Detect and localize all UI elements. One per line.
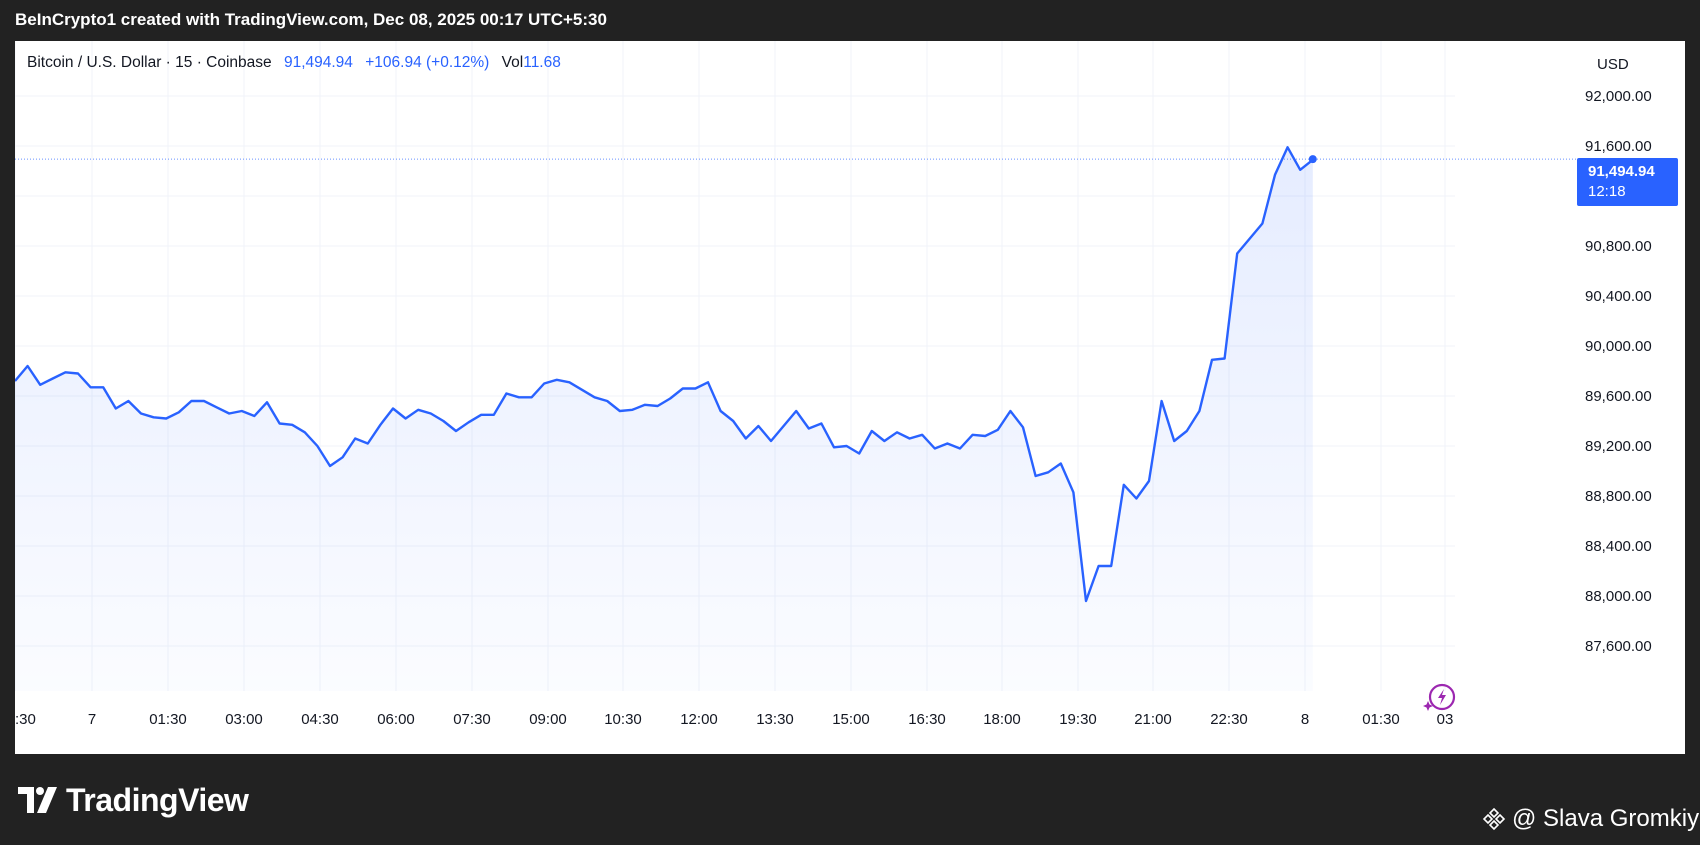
y-tick-label: 91,600.00 [1585, 138, 1652, 155]
y-tick-label: 92,000.00 [1585, 88, 1652, 105]
bar-countdown: 12:18 [1588, 183, 1626, 200]
x-tick-label: 15:00 [832, 711, 870, 728]
x-tick-label: 22:30 [1210, 711, 1248, 728]
y-tick-label: 88,400.00 [1585, 538, 1652, 555]
watermark-text: @ Slava Gromkiy [1512, 805, 1700, 832]
tradingview-logo-icon [18, 787, 57, 813]
x-tick-label: 01:30 [1362, 711, 1400, 728]
x-tick-label: 07:30 [453, 711, 491, 728]
x-tick-label: 03:00 [225, 711, 263, 728]
x-tick-label: 04:30 [301, 711, 339, 728]
x-tick-label: 21:00 [1134, 711, 1172, 728]
price-series-line[interactable] [15, 146, 1314, 603]
flash-icon[interactable] [1422, 680, 1458, 714]
binance-icon [1482, 807, 1506, 831]
x-tick-label: 8 [1301, 711, 1309, 728]
x-tick-label: 03 [1437, 711, 1454, 728]
x-tick-label: 13:30 [756, 711, 794, 728]
y-tick-label: 90,400.00 [1585, 288, 1652, 305]
volume-value: 11.68 [523, 54, 561, 71]
price-line [15, 146, 1577, 603]
y-tick-label: 89,200.00 [1585, 438, 1652, 455]
x-tick-label: 16:30 [908, 711, 946, 728]
volume-label: Vol [501, 54, 524, 71]
legend-change: +106.94 (+0.12%) [365, 54, 490, 71]
y-tick-label: 87,600.00 [1585, 638, 1652, 655]
y-tick-label: 90,000.00 [1585, 338, 1652, 355]
x-tick-label: 12:00 [680, 711, 718, 728]
x-tick-label: 01:30 [149, 711, 187, 728]
x-tick-label: 09:00 [529, 711, 567, 728]
legend-price: 91,494.94 [283, 54, 353, 71]
last-price-dot [1308, 155, 1317, 164]
y-tick-label: 90,800.00 [1585, 238, 1652, 255]
chart-caption: BeInCrypto1 created with TradingView.com… [15, 10, 607, 29]
x-tick-label: 18:00 [983, 711, 1021, 728]
tradingview-logo[interactable]: TradingView [18, 780, 249, 820]
chart-frame: 92,000.0091,600.0091,200.0090,800.0090,4… [15, 41, 1685, 754]
x-tick-label: 7 [88, 711, 96, 728]
last-price-value: 91,494.94 [1588, 163, 1655, 180]
symbol-label[interactable]: Bitcoin / U.S. Dollar · 15 · Coinbase [27, 54, 272, 71]
x-axis: :30 7 01:30 03:00 04:30 06:00 07:30 09:00 10:30 1… [15, 711, 1453, 728]
x-tick-label: 06:00 [377, 711, 415, 728]
x-tick-label: 19:30 [1059, 711, 1097, 728]
last-price-badge: 91,494.94 12:18 [1577, 158, 1678, 206]
x-tick-label: :30 [15, 711, 36, 728]
chart-legend: Bitcoin / U.S. Dollar · 15 · Coinbase 91… [27, 54, 569, 72]
price-chart[interactable]: 92,000.0091,600.0091,200.0090,800.0090,4… [15, 41, 1685, 754]
currency-label[interactable]: USD [1597, 56, 1629, 73]
y-tick-label: 88,800.00 [1585, 488, 1652, 505]
x-tick-label: 10:30 [604, 711, 642, 728]
price-area [15, 147, 1313, 692]
y-tick-label: 89,600.00 [1585, 388, 1652, 405]
price-area-fill [15, 147, 1313, 692]
tradingview-logo-text: TradingView [66, 781, 249, 818]
author-watermark: @ Slava Gromkiy [1482, 805, 1699, 833]
y-tick-label: 88,000.00 [1585, 588, 1652, 605]
